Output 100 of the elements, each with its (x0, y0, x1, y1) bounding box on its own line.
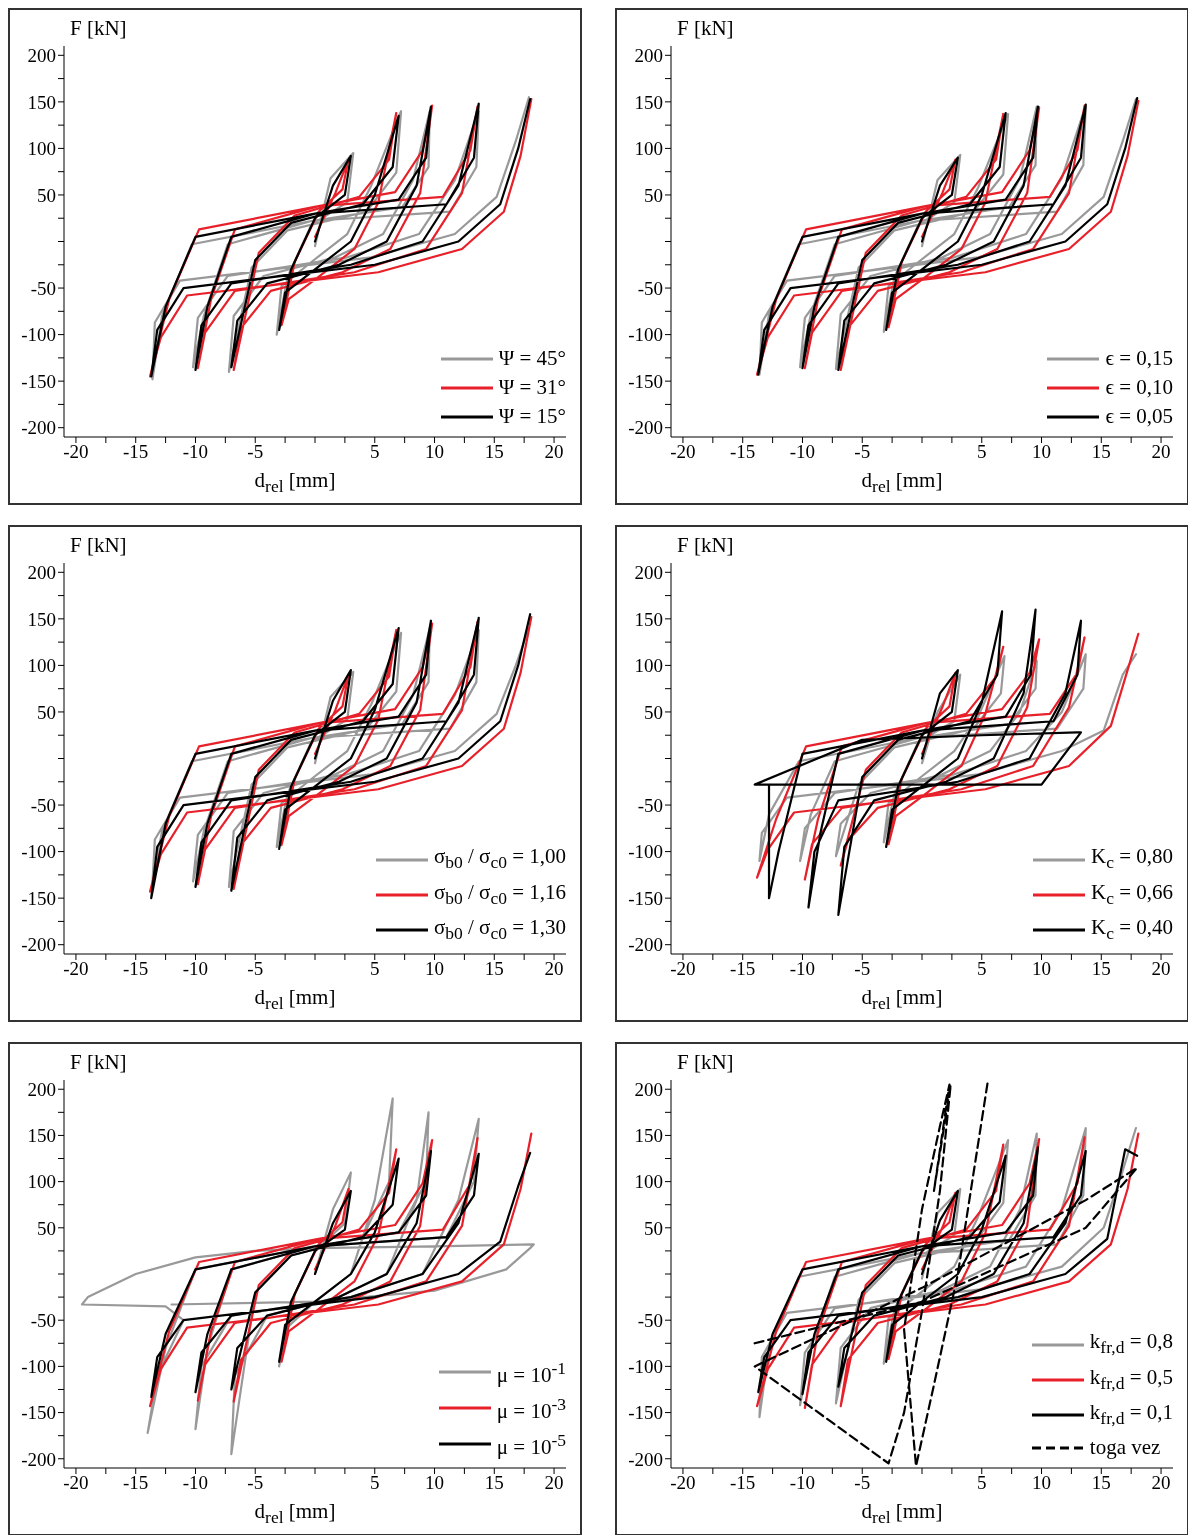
y-tick-label: -50 (30, 1309, 56, 1331)
y-tick-label: 150 (634, 1125, 663, 1147)
x-tick-label: -5 (854, 441, 871, 463)
y-tick-label: 100 (634, 138, 663, 160)
y-tick-label: 200 (634, 1078, 663, 1100)
legend-label: Ψ = 31° (498, 374, 566, 401)
x-tick-label: -5 (247, 1472, 264, 1494)
x-tick-label: -10 (789, 1472, 816, 1494)
x-tick-label: -15 (123, 1472, 149, 1494)
x-tick-label: 5 (977, 441, 987, 463)
legend-label: Ψ = 45° (498, 345, 566, 372)
y-axis-title: F [kN] (70, 1050, 127, 1075)
legend-label: K$_{c}$ = 0,80 (1090, 843, 1173, 875)
x-axis-title: d$_{rel}$ [mm] (860, 467, 944, 497)
line-series (753, 608, 1083, 916)
legend-label: σ$_{b0}$ / σ$_{c0}$ = 1,30 (433, 913, 566, 945)
legend-label: K$_{c}$ = 0,40 (1090, 913, 1173, 945)
legend-label: K$_{c}$ = 0,66 (1090, 878, 1173, 910)
y-axis-title: F [kN] (677, 533, 734, 558)
y-tick-label: -200 (628, 934, 663, 956)
x-axis-title: d$_{rel}$ [mm] (253, 984, 337, 1014)
x-tick-label: -15 (730, 958, 756, 980)
x-axis-title: d$_{rel}$ [mm] (860, 984, 944, 1014)
x-tick-label: -20 (670, 1472, 696, 1494)
x-tick-label: -20 (63, 958, 89, 980)
legend-label: σ$_{b0}$ / σ$_{c0}$ = 1,00 (433, 843, 566, 875)
y-tick-label: -200 (21, 1448, 56, 1470)
x-tick-label: -20 (63, 1472, 89, 1494)
y-tick-label: -100 (21, 324, 56, 346)
y-tick-label: 100 (634, 1171, 663, 1193)
x-tick-label: -15 (123, 958, 149, 980)
x-tick-label: 10 (1032, 958, 1052, 980)
x-tick-label: -20 (670, 958, 696, 980)
y-tick-label: 50 (644, 184, 663, 206)
y-tick-label: -200 (628, 1448, 663, 1470)
x-tick-label: -10 (182, 441, 209, 463)
x-tick-label: 20 (544, 1472, 564, 1494)
y-tick-label: 200 (27, 45, 56, 67)
y-tick-label: 100 (27, 138, 56, 160)
y-tick-label: -50 (637, 1309, 663, 1331)
legend-label: μ = 10$^{-1}$ (496, 1357, 566, 1389)
x-tick-label: -15 (730, 441, 756, 463)
legend-label: ϵ = 0,05 (1105, 403, 1173, 430)
x-tick-label: -10 (789, 441, 816, 463)
x-tick-label: -5 (247, 441, 264, 463)
x-tick-label: 15 (484, 441, 504, 463)
y-axis-title: F [kN] (677, 1050, 734, 1075)
y-tick-label: -200 (21, 417, 56, 439)
x-tick-label: 5 (370, 1472, 380, 1494)
x-tick-label: 10 (1032, 1472, 1052, 1494)
y-tick-label: -100 (628, 324, 663, 346)
x-tick-label: 20 (544, 441, 564, 463)
y-tick-label: 150 (27, 91, 56, 113)
y-tick-label: 150 (634, 608, 663, 630)
y-tick-label: -200 (21, 934, 56, 956)
x-tick-label: -10 (789, 958, 816, 980)
x-tick-label: -20 (670, 441, 696, 463)
x-tick-label: 20 (544, 958, 564, 980)
legend-label: ϵ = 0,15 (1105, 345, 1173, 372)
y-tick-label: 150 (634, 91, 663, 113)
y-tick-label: 50 (37, 1217, 56, 1239)
x-axis-title: d$_{rel}$ [mm] (253, 1498, 337, 1528)
x-tick-label: 15 (1091, 441, 1111, 463)
legend-label: toga vez (1089, 1434, 1161, 1461)
x-tick-label: 10 (1032, 441, 1052, 463)
x-tick-label: 15 (484, 958, 504, 980)
y-tick-label: 50 (37, 184, 56, 206)
x-tick-label: 20 (1151, 1472, 1171, 1494)
y-tick-label: -150 (21, 1402, 56, 1424)
x-tick-label: 15 (1091, 958, 1111, 980)
y-tick-label: -150 (21, 370, 56, 392)
y-tick-label: 50 (644, 1217, 663, 1239)
y-tick-label: -150 (628, 1402, 663, 1424)
x-tick-label: 5 (977, 958, 987, 980)
y-tick-label: 200 (27, 1078, 56, 1100)
legend-label: σ$_{b0}$ / σ$_{c0}$ = 1,16 (433, 878, 566, 910)
y-tick-label: 200 (27, 562, 56, 584)
x-tick-label: -15 (730, 1472, 756, 1494)
y-tick-label: -200 (628, 417, 663, 439)
x-tick-label: 5 (370, 958, 380, 980)
x-tick-label: -5 (247, 958, 264, 980)
y-tick-label: -50 (30, 277, 56, 299)
y-tick-label: 50 (37, 701, 56, 723)
x-axis-title: d$_{rel}$ [mm] (253, 467, 337, 497)
y-tick-label: -100 (21, 1356, 56, 1378)
y-tick-label: -100 (628, 841, 663, 863)
y-tick-label: -50 (30, 794, 56, 816)
y-tick-label: -150 (21, 887, 56, 909)
x-tick-label: -5 (854, 1472, 871, 1494)
y-tick-label: 150 (27, 608, 56, 630)
y-tick-label: 100 (27, 1171, 56, 1193)
legend-label: k$_{fr,d}$ = 0,1 (1089, 1398, 1173, 1430)
y-tick-label: -100 (628, 1356, 663, 1378)
y-axis-title: F [kN] (70, 16, 127, 41)
x-tick-label: -5 (854, 958, 871, 980)
y-axis-title: F [kN] (70, 533, 127, 558)
y-tick-label: 200 (634, 45, 663, 67)
x-tick-label: 10 (425, 441, 445, 463)
legend-label: k$_{fr,d}$ = 0,5 (1089, 1363, 1173, 1395)
x-tick-label: 15 (1091, 1472, 1111, 1494)
